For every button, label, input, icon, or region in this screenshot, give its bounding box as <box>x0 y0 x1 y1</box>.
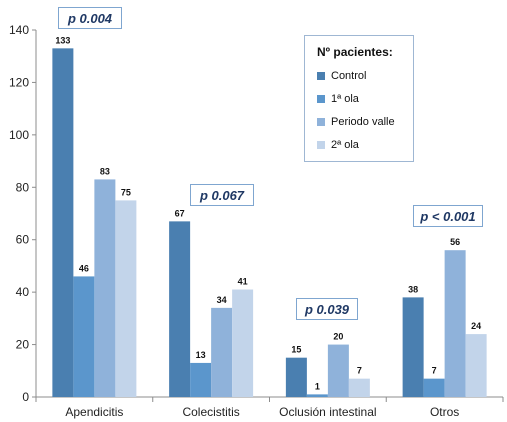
legend-swatch <box>317 118 325 126</box>
bar <box>465 334 487 397</box>
y-tick-label: 60 <box>16 233 30 247</box>
bar <box>423 378 445 397</box>
pvalue-annotation-oclusion: p 0.039 <box>296 298 358 320</box>
legend-label: 1ª ola <box>331 93 359 105</box>
bars <box>52 48 487 397</box>
bar <box>94 179 116 397</box>
legend-swatch <box>317 95 325 103</box>
bar-value-label: 1 <box>315 381 320 391</box>
bar <box>232 289 254 397</box>
legend-item-control: Control <box>317 69 366 83</box>
bar <box>73 276 95 397</box>
y-tick-label: 140 <box>9 23 29 37</box>
y-tick-label: 20 <box>16 338 30 352</box>
legend-item-2a-ola: 2ª ola <box>317 138 359 152</box>
bar <box>211 307 233 397</box>
bar-value-label: 7 <box>357 366 362 376</box>
legend-label: Periodo valle <box>331 116 395 128</box>
bar <box>306 394 328 397</box>
bar <box>285 357 307 397</box>
legend-title: Nº pacientes: <box>317 45 393 59</box>
legend-label: Control <box>331 70 367 82</box>
bar-value-label: 15 <box>291 345 301 355</box>
bar-value-label: 24 <box>471 321 481 331</box>
legend-label: 2ª ola <box>331 139 359 151</box>
bar-value-label: 20 <box>333 332 343 342</box>
pvalue-annotation-apendicitis: p 0.004 <box>58 7 122 29</box>
y-tick-label: 80 <box>16 180 30 194</box>
bar <box>402 297 424 397</box>
x-category-label: Oclusión intestinal <box>279 405 376 419</box>
legend-item-1a-ola: 1ª ola <box>317 92 359 106</box>
y-tick-label: 0 <box>22 390 29 404</box>
bar-value-label: 46 <box>79 263 89 273</box>
bar <box>52 48 74 397</box>
bar-value-label: 56 <box>450 237 460 247</box>
x-category-label: Otros <box>430 405 459 419</box>
bar <box>444 250 466 397</box>
y-tick-label: 40 <box>16 285 30 299</box>
bar-value-label: 41 <box>238 277 248 287</box>
bar <box>115 200 137 397</box>
bar-value-label: 13 <box>196 350 206 360</box>
x-category-label: Apendicitis <box>65 405 123 419</box>
pvalue-annotation-otros: p < 0.001 <box>413 205 483 227</box>
bar <box>348 378 370 397</box>
legend-swatch <box>317 141 325 149</box>
bar <box>190 362 212 397</box>
x-category-label: Colecistitis <box>182 405 239 419</box>
bar-value-label: 67 <box>175 208 185 218</box>
bar-value-label: 83 <box>100 166 110 176</box>
bar-value-label: 75 <box>121 187 131 197</box>
pvalue-annotation-colecistitis: p 0.067 <box>190 184 254 206</box>
bar-labels: 133 46 83 75 67 13 34 41 15 1 20 7 38 7 56 24 <box>55 35 481 391</box>
bar-value-label: 133 <box>55 35 70 45</box>
bar-value-label: 38 <box>408 284 418 294</box>
bar <box>327 344 349 397</box>
legend: Nº pacientes: Control 1ª ola Periodo val… <box>304 35 414 162</box>
y-tick-label: 120 <box>9 75 29 89</box>
bar <box>169 221 191 397</box>
y-tick-label: 100 <box>9 128 29 142</box>
bar-value-label: 7 <box>432 366 437 376</box>
bar-value-label: 34 <box>217 295 227 305</box>
legend-swatch <box>317 72 325 80</box>
legend-item-periodo-valle: Periodo valle <box>317 115 395 129</box>
